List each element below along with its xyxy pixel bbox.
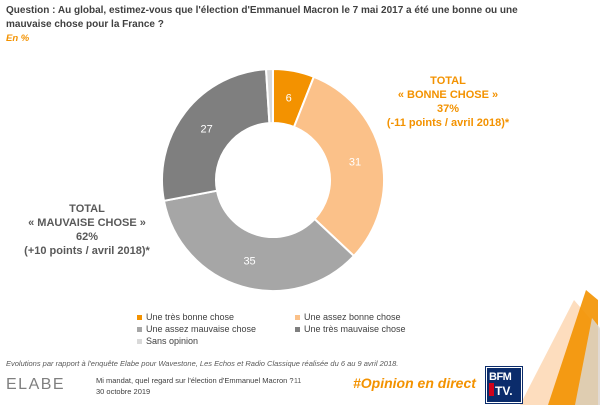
legend-label: Une assez bonne chose	[304, 312, 401, 322]
bfm-logo-text: BFM	[489, 371, 512, 383]
donut-slice-4	[264, 67, 274, 125]
legend-swatch	[295, 314, 300, 320]
footnote: Evolutions par rapport à l'enquête Elabe…	[6, 359, 399, 368]
legend-item-assez-bonne: Une assez bonne chose	[295, 312, 401, 322]
total-bad-evolution: (+10 points / avril 2018)*	[24, 245, 150, 257]
legend-item-tres-mauvaise: Une très mauvaise chose	[295, 324, 406, 334]
elabe-logo: ELABE	[6, 376, 66, 393]
total-bad-title: TOTAL	[69, 203, 105, 215]
total-good-evolution: (-11 points / avril 2018)*	[386, 117, 510, 129]
legend-swatch	[137, 338, 142, 344]
legend-label: Une très mauvaise chose	[304, 324, 406, 334]
legend-label: Une assez mauvaise chose	[146, 324, 257, 334]
donut-value-label-2: 35	[243, 256, 255, 268]
question-title: Question : Au global, estimez-vous que l…	[6, 5, 518, 30]
total-good-title: TOTAL	[430, 75, 466, 87]
hashtag: #Opinion en direct	[353, 375, 476, 391]
donut-slice-3	[161, 68, 271, 202]
bfm-red-bar	[489, 383, 494, 396]
tv-logo-text: TV.	[495, 384, 513, 398]
legend-item-assez-mauvaise: Une assez mauvaise chose	[137, 324, 256, 334]
page-number: 11	[294, 378, 302, 385]
legend-label: Une très bonne chose	[146, 312, 235, 322]
total-good-box: TOTAL « BONNE CHOSE » 37% (-11 points / …	[378, 74, 518, 130]
survey-title: Mi mandat, quel regard sur l'élection d'…	[96, 376, 294, 385]
total-good-label: « BONNE CHOSE »	[397, 89, 499, 101]
survey-date: 30 octobre 2019	[96, 387, 151, 396]
unit-label: En %	[6, 33, 30, 44]
footer-meta: Mi mandat, quel regard sur l'élection d'…	[96, 375, 294, 397]
donut-slice-2	[162, 189, 356, 292]
donut-slice-1	[292, 75, 385, 258]
legend-item-sans-opinion: Sans opinion	[137, 336, 198, 346]
legend-label: Sans opinion	[146, 336, 199, 346]
donut-value-label-1: 31	[349, 157, 361, 169]
donut-value-label-3: 27	[201, 124, 213, 136]
legend-item-tres-bonne: Une très bonne chose	[137, 312, 234, 322]
total-bad-box: TOTAL « MAUVAISE CHOSE » 62% (+10 points…	[12, 202, 162, 258]
legend-swatch	[295, 326, 300, 332]
bfmtv-logo: BFM TV.	[486, 367, 522, 403]
legend-swatch	[137, 314, 142, 320]
total-bad-label: « MAUVAISE CHOSE »	[28, 217, 146, 229]
total-bad-value: 62%	[75, 231, 99, 243]
legend-swatch	[137, 326, 142, 332]
total-good-value: 37%	[436, 103, 460, 115]
donut-value-label-0: 6	[286, 92, 292, 104]
